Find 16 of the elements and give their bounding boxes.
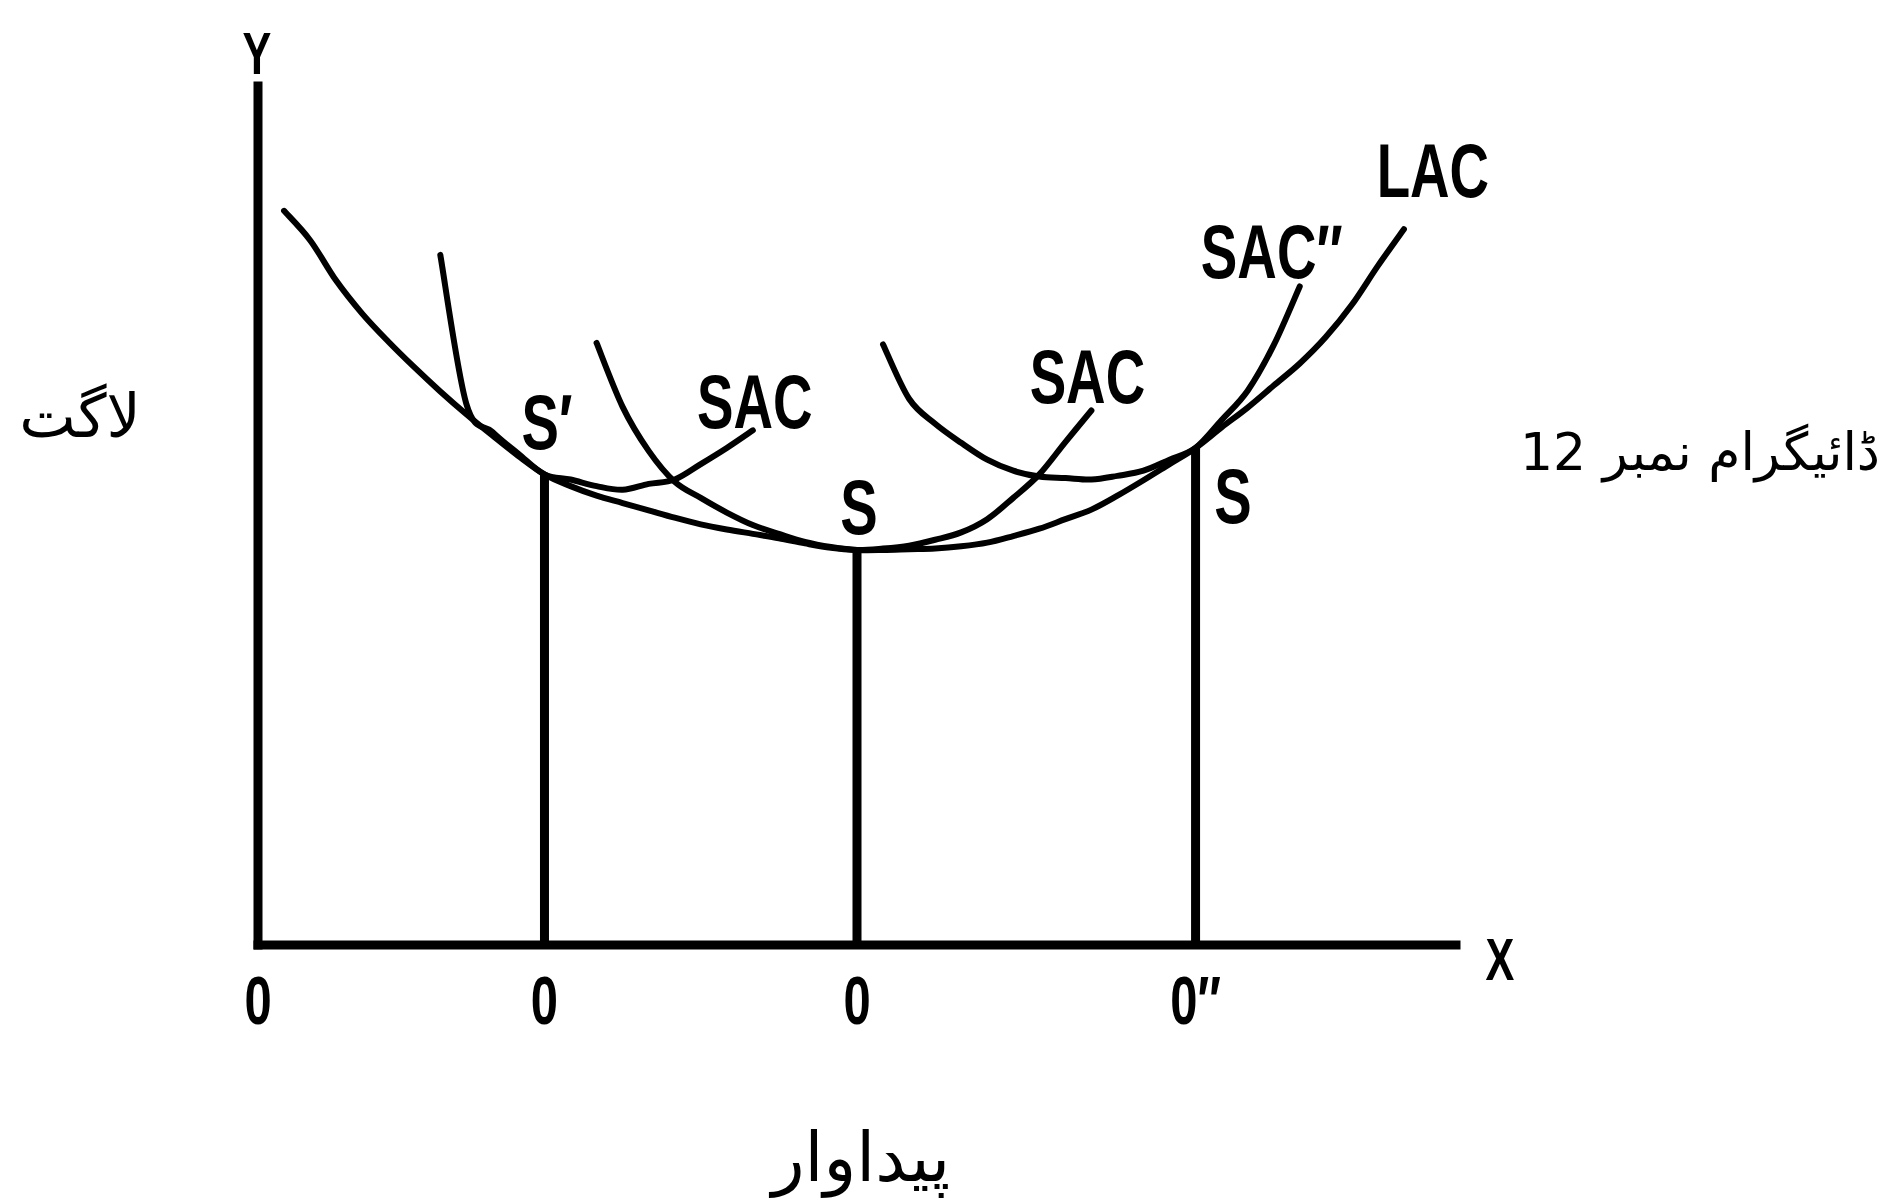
- annotation: S: [840, 462, 878, 551]
- text: X: [1485, 925, 1515, 993]
- text: ڈائیگرام نمبر 12: [1520, 422, 1880, 483]
- series-label: SAC″: [1200, 209, 1343, 295]
- series-label: SAC: [697, 359, 813, 445]
- y-axis-title: لاگت: [19, 381, 141, 451]
- x-tick-label: 0: [244, 962, 272, 1040]
- x-tick-label: 0″: [1170, 962, 1221, 1040]
- text: Y: [242, 19, 272, 87]
- annotation: S′: [521, 377, 573, 466]
- series-label: LAC: [1376, 128, 1490, 214]
- series-label: SAC: [1029, 333, 1146, 419]
- annotation: S: [1214, 451, 1252, 540]
- x-tick-label: 0: [843, 962, 871, 1040]
- x-axis-title: پیداوار: [768, 1117, 951, 1198]
- x-tick-label: 0: [530, 962, 559, 1040]
